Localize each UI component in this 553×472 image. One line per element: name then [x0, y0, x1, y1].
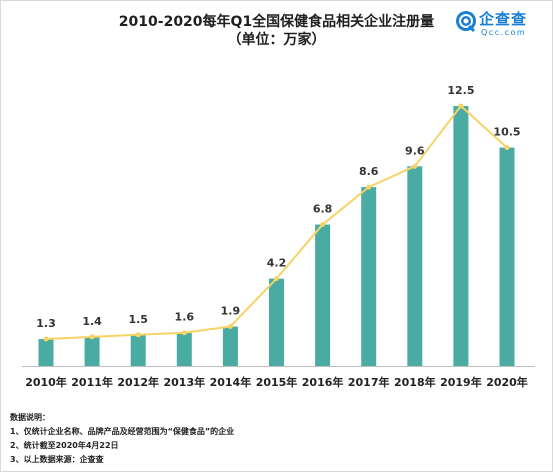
- line-point-2015年: [274, 276, 279, 282]
- x-tick-label-2019年: 2019年: [440, 375, 482, 389]
- line-point-2011年: [89, 334, 95, 340]
- data-label-2016年: 6.8: [313, 203, 333, 216]
- data-label-2012年: 1.5: [128, 313, 148, 326]
- data-label-2020年: 10.5: [493, 126, 520, 139]
- line-point-2020年: [504, 145, 510, 151]
- line-point-2017年: [366, 184, 372, 190]
- x-tick-label-2013年: 2013年: [163, 375, 205, 389]
- data-label-2015年: 4.2: [267, 257, 287, 270]
- data-label-2019年: 12.5: [447, 84, 474, 97]
- bar-2015年: [269, 278, 284, 366]
- data-label-2017年: 8.6: [359, 165, 379, 178]
- x-tick-label-2017年: 2017年: [348, 375, 390, 389]
- bar-2011年: [84, 336, 100, 366]
- x-tick-label-2020年: 2020年: [486, 375, 528, 389]
- bar-2010年: [38, 338, 54, 366]
- notes-item-1: 1、仅统计企业名称、品牌产品及经营范围为“保健食品”的企业: [10, 427, 235, 436]
- x-tick-label-2012年: 2012年: [117, 375, 159, 389]
- x-tick-label-2014年: 2014年: [210, 375, 252, 389]
- chart-title: 2010-2020每年Q1全国保健食品相关企业注册量: [118, 14, 435, 30]
- bar-2012年: [130, 334, 146, 366]
- x-tick-label-2015年: 2015年: [256, 375, 298, 389]
- line-point-2016年: [320, 222, 326, 228]
- x-tick-label-2011年: 2011年: [71, 375, 113, 389]
- bar-2016年: [315, 224, 331, 366]
- qcc-logo: 企查查 Qcc.com: [455, 8, 545, 44]
- line-point-2014年: [227, 323, 233, 329]
- notes-item-3: 3、以上数据来源：企查查: [10, 455, 104, 464]
- data-notes: 数据说明： 1、仅统计企业名称、品牌产品及经营范围为“保健食品”的企业 2、统计…: [10, 411, 234, 467]
- bar-2014年: [222, 326, 238, 366]
- x-tick-label-2010年: 2010年: [25, 375, 67, 389]
- qcc-logo-domain: Qcc.com: [481, 28, 527, 37]
- qcc-logo-name: 企查查: [479, 10, 528, 28]
- bar-2019年: [453, 106, 469, 366]
- data-label-2013年: 1.6: [175, 311, 195, 324]
- chart-subtitle: （单位：万家）: [227, 32, 326, 48]
- notes-heading: 数据说明：: [10, 413, 50, 422]
- line-point-2010年: [43, 336, 49, 342]
- line-point-2012年: [135, 332, 141, 338]
- data-label-2014年: 1.9: [221, 304, 241, 317]
- x-tick-label-2018年: 2018年: [394, 375, 436, 389]
- x-tick-label-2016年: 2016年: [302, 375, 344, 389]
- data-label-2018年: 9.6: [405, 144, 425, 157]
- bar-2020年: [499, 147, 515, 366]
- line-point-2013年: [181, 330, 187, 336]
- line-point-2019年: [458, 103, 464, 109]
- bar-2013年: [176, 332, 192, 366]
- bar-2017年: [361, 187, 377, 366]
- data-label-2010年: 1.3: [36, 317, 56, 330]
- qcc-logo-icon: [456, 11, 476, 33]
- data-label-2011年: 1.4: [82, 315, 102, 328]
- line-point-2018年: [412, 163, 418, 169]
- notes-item-2: 2、统计截至2020年4月22日: [10, 441, 119, 450]
- bar-2018年: [407, 166, 423, 366]
